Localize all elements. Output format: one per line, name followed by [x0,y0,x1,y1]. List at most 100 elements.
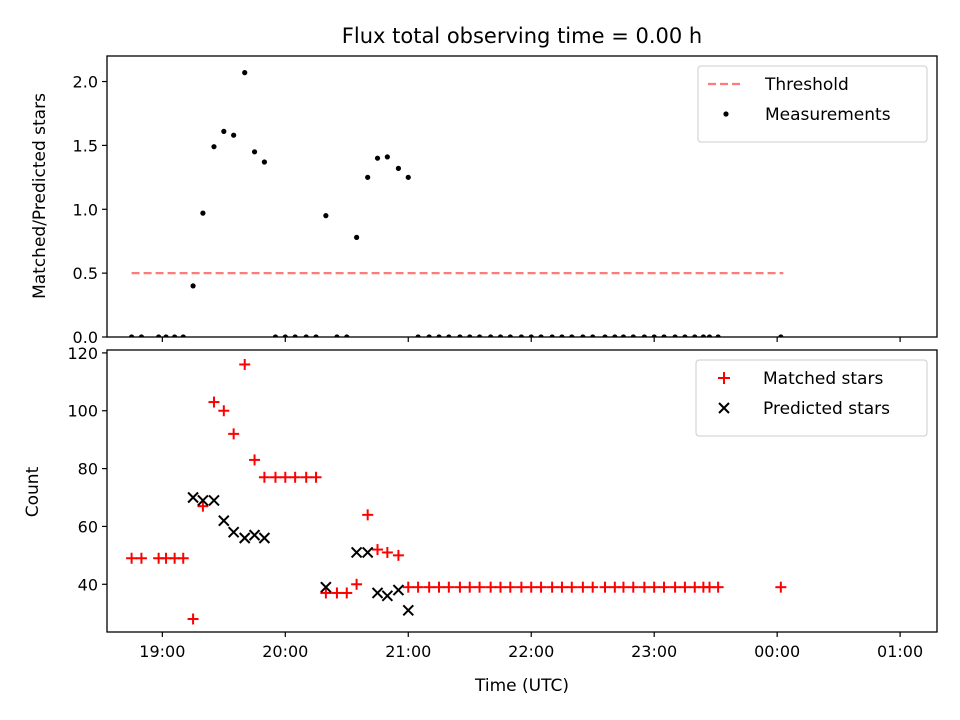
predicted-star-x-b [227,526,240,538]
bottom-y-axis-label: Count [23,466,43,517]
y-tick-label: 0.0 [73,328,98,347]
y-tick-label: 1.5 [73,136,98,155]
matched-star-point [443,581,455,593]
matched-star-point [249,454,261,466]
matched-star-point [279,471,291,483]
matched-star-point [381,546,393,558]
matched-star-point [504,581,516,593]
measurement-point [231,132,237,138]
y-tick-label: 0.5 [73,264,98,283]
matched-star-point [638,581,650,593]
matched-star-point [423,581,435,593]
matched-star-point [197,500,209,512]
top-panel: 0.0 0.5 1.0 1.5 2.0 Threshold Measurements [73,55,938,347]
measurement-point [374,155,381,161]
bottom-legend: Matched stars Predicted stars [695,359,928,437]
matched-star-point [218,405,230,417]
y-tick-label: 80 [78,460,98,479]
bottom-panel: 40 60 80 100 120 19:00 20:00 21:00 22:00 23:00 00:… [67,344,938,661]
predicted-star-x-b [197,494,209,507]
measurement-point [200,210,206,216]
matched-star-point [556,581,568,593]
predicted-star-point [361,546,374,559]
measurement-point [242,70,248,76]
matched-star-point [208,396,220,408]
top-axes-frame [106,55,938,338]
predicted-star-point [350,546,363,559]
matched-star-point [525,581,537,593]
legend-frame [695,359,928,437]
matched-star-point [617,581,629,593]
matched-star-point [351,578,363,590]
figure-title: Flux total observing time = 0.00 h [342,24,702,48]
measurement-point [405,174,411,180]
matched-star-point [362,509,374,521]
matched-star-point [535,581,547,593]
legend-entry-label: Predicted stars [763,399,890,419]
matched-star-point [320,587,332,599]
matched-star-point [331,587,343,599]
y-tick-label: 120 [67,344,98,363]
predicted-star-point [197,494,209,507]
matched-star-point [577,581,589,593]
predicted-star-point [248,529,261,541]
matched-star-point [474,581,486,593]
measurement-point [365,174,371,180]
measurement-point [211,144,217,150]
x-tick-label: 20:00 [262,642,308,661]
x-tick-label: 22:00 [508,642,554,661]
predicted-star-x-b [392,584,405,596]
predicted-star-x-b [239,532,251,544]
matched-star-point [775,581,787,593]
matched-star-point [126,552,138,564]
matched-star-point [392,549,404,561]
predicted-star-point [227,526,240,538]
y-tick-label: 100 [67,402,98,421]
matched-star-point [135,552,147,564]
predicted-star-point [402,604,414,617]
x-tick-label: 01:00 [877,642,923,661]
matched-star-point [228,428,240,440]
matched-star-point [648,581,660,593]
predicted-star-x-b [402,604,414,617]
matched-star-point [372,544,384,556]
measurement-point [251,149,258,155]
x-axis-label: Time (UTC) [474,676,569,696]
y-tick-label: 40 [78,575,98,594]
predicted-star-x-b [208,494,220,507]
matched-star-point [289,471,301,483]
measurement-point [261,159,267,165]
matched-star-point [464,581,476,593]
measurement-point [190,283,196,289]
matched-star-point [239,358,251,370]
x-tick-label: 23:00 [631,642,677,661]
x-tick-label: 21:00 [385,642,431,661]
matched-star-point [402,581,414,593]
legend-frame [697,65,928,143]
predicted-star-point [392,584,405,596]
matched-star-point [300,471,312,483]
y-tick-label: 1.0 [73,200,98,219]
matched-star-point [627,581,639,593]
predicted-star-x-b [361,546,374,559]
matched-star-point [269,471,281,483]
x-tick-label: 00:00 [754,642,800,661]
legend-entry-label: Threshold [764,75,849,95]
y-tick-label: 60 [78,517,98,536]
predicted-star-x-b [258,532,271,544]
measurement-point [384,154,390,160]
predicted-star-x-b [381,590,394,602]
bottom-plot-area [126,358,787,625]
matched-star-point [669,581,681,593]
matched-star-point [515,581,527,593]
predicted-star-point [208,494,220,507]
predicted-star-x-b [350,546,363,559]
predicted-star-point [258,532,271,544]
measurement-point [221,128,227,134]
predicted-star-point [320,581,332,593]
predicted-star-x-b [371,587,384,599]
matched-star-point [310,471,322,483]
top-legend: Threshold Measurements [697,65,928,143]
legend-entry-label: Matched stars [763,369,883,389]
